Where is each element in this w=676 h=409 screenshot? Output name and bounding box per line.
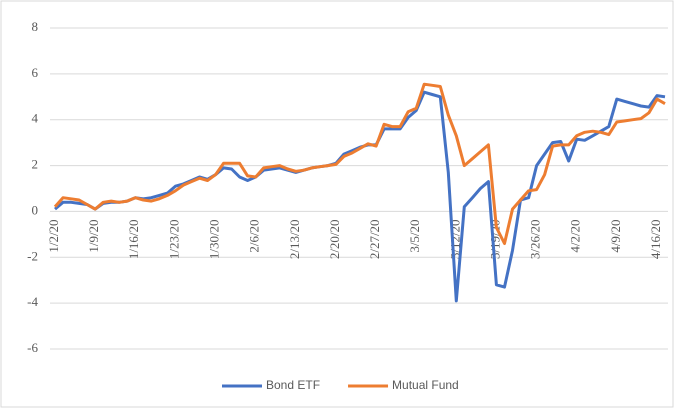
x-tick-label: 2/27/20 — [367, 219, 382, 259]
x-tick-label: 1/16/20 — [126, 219, 141, 259]
y-tick-label: 2 — [32, 157, 39, 172]
x-tick-label: 1/9/20 — [86, 219, 101, 252]
y-tick-label: -4 — [27, 294, 38, 309]
x-tick-label: 4/9/20 — [608, 219, 623, 252]
legend-label: Bond ETF — [266, 378, 320, 392]
x-tick-label: 2/6/20 — [247, 219, 262, 252]
x-tick-label: 3/5/20 — [407, 219, 422, 252]
legend-label: Mutual Fund — [392, 378, 459, 392]
x-tick-label: 1/23/20 — [166, 219, 181, 259]
x-tick-label: 4/2/20 — [568, 219, 583, 252]
y-tick-label: 6 — [32, 65, 39, 80]
x-tick-label: 3/26/20 — [528, 219, 543, 259]
x-tick-label: 4/16/20 — [648, 219, 663, 259]
series-line — [53, 82, 666, 245]
x-tick-label: 1/30/20 — [207, 219, 222, 259]
x-tick-label: 2/20/20 — [327, 219, 342, 259]
x-tick-label: 1/2/20 — [46, 219, 61, 252]
x-tick-label: 2/13/20 — [287, 219, 302, 259]
y-tick-label: 4 — [32, 111, 39, 126]
y-tick-label: 8 — [32, 19, 39, 34]
y-tick-label: 0 — [32, 202, 39, 217]
y-tick-label: -6 — [27, 340, 38, 355]
y-tick-label: -2 — [27, 248, 38, 263]
